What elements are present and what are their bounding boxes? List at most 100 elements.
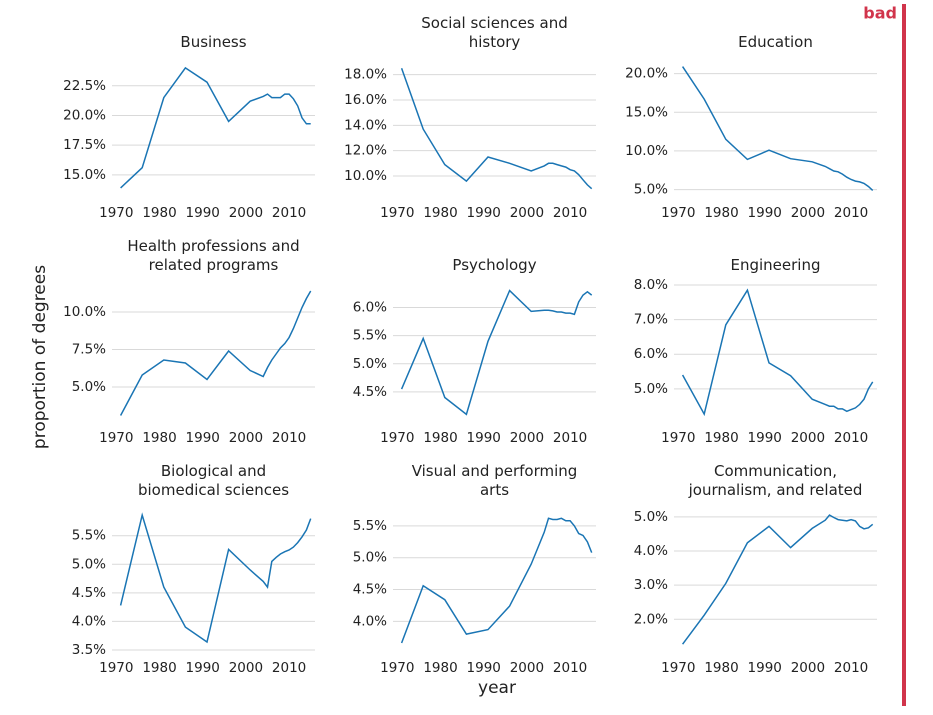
x-tick-label: 1980: [704, 430, 738, 446]
y-axis-label: proportion of degrees: [30, 265, 50, 449]
x-tick-label: 2010: [272, 430, 306, 446]
panel-title: Psychology: [452, 256, 537, 274]
x-tick-label: 1980: [142, 205, 176, 221]
data-line: [681, 288, 874, 417]
x-tick-label: 2010: [553, 660, 587, 676]
y-tick-label: 4.0%: [634, 543, 668, 559]
data-line: [400, 517, 593, 644]
y-tick-label: 3.5%: [72, 642, 106, 658]
x-tick-label: 1970: [661, 430, 695, 446]
y-tick-label: 5.5%: [72, 528, 106, 544]
y-tick-label: 22.5%: [63, 78, 106, 94]
x-tick-label: 1980: [423, 660, 457, 676]
y-tick-label: 5.0%: [353, 356, 387, 372]
x-tick-label: 1990: [467, 430, 501, 446]
x-tick-label: 1970: [380, 430, 414, 446]
x-tick-label: 1980: [423, 205, 457, 221]
y-tick-label: 6.0%: [353, 300, 387, 316]
y-tick-label: 16.0%: [344, 92, 387, 108]
x-tick-label: 1970: [99, 660, 133, 676]
x-tick-label: 2000: [791, 660, 825, 676]
x-tick-label: 1970: [661, 205, 695, 221]
panel-title: Health professions and related programs: [127, 237, 300, 274]
y-tick-label: 3.0%: [634, 577, 668, 593]
y-tick-label: 14.0%: [344, 117, 387, 133]
x-tick-label: 2010: [834, 660, 868, 676]
x-tick-label: 2000: [510, 205, 544, 221]
x-tick-label: 1980: [423, 430, 457, 446]
y-tick-label: 4.0%: [353, 613, 387, 629]
x-tick-label: 1970: [380, 205, 414, 221]
y-tick-label: 5.0%: [634, 182, 668, 198]
y-tick-label: 5.0%: [634, 381, 668, 397]
y-tick-label: 5.5%: [353, 518, 387, 534]
y-tick-label: 10.0%: [344, 168, 387, 184]
x-tick-label: 2000: [791, 205, 825, 221]
x-tick-label: 1970: [661, 660, 695, 676]
panel-title: Visual and performing arts: [411, 462, 578, 499]
y-tick-label: 12.0%: [344, 143, 387, 159]
x-tick-label: 1980: [142, 660, 176, 676]
panel-title: Biological and biomedical sciences: [137, 462, 290, 499]
y-tick-label: 20.0%: [63, 107, 106, 123]
y-tick-label: 7.5%: [72, 342, 106, 358]
panel-title: Business: [180, 33, 247, 51]
y-tick-label: 5.0%: [353, 550, 387, 566]
y-tick-label: 17.5%: [63, 137, 106, 153]
x-tick-label: 1990: [186, 430, 220, 446]
panel-title: Engineering: [730, 256, 821, 274]
data-line: [400, 68, 593, 190]
data-line: [681, 514, 874, 645]
y-tick-label: 4.5%: [353, 384, 387, 400]
x-tick-label: 2010: [834, 430, 868, 446]
y-tick-label: 6.0%: [634, 346, 668, 362]
data-line: [400, 289, 593, 416]
x-tick-label: 1990: [467, 660, 501, 676]
x-tick-label: 2000: [229, 430, 263, 446]
data-line: [681, 66, 874, 191]
x-tick-label: 2000: [229, 660, 263, 676]
y-tick-label: 5.0%: [634, 509, 668, 525]
x-tick-label: 1980: [142, 430, 176, 446]
x-tick-label: 1970: [99, 430, 133, 446]
x-tick-label: 1990: [186, 660, 220, 676]
y-tick-label: 20.0%: [625, 66, 668, 82]
x-tick-label: 1980: [704, 660, 738, 676]
x-tick-label: 2010: [272, 660, 306, 676]
x-tick-label: 2000: [510, 430, 544, 446]
x-tick-label: 2010: [553, 430, 587, 446]
x-tick-label: 2010: [272, 205, 306, 221]
data-line: [119, 290, 312, 416]
x-tick-label: 1970: [380, 660, 414, 676]
x-tick-label: 1990: [748, 205, 782, 221]
y-tick-label: 10.0%: [63, 304, 106, 320]
y-tick-label: 18.0%: [344, 67, 387, 83]
x-tick-label: 2000: [791, 430, 825, 446]
y-tick-label: 8.0%: [634, 277, 668, 293]
x-tick-label: 1980: [704, 205, 738, 221]
y-tick-label: 15.0%: [63, 167, 106, 183]
x-tick-label: 2010: [553, 205, 587, 221]
y-tick-label: 10.0%: [625, 143, 668, 159]
y-tick-label: 4.5%: [72, 585, 106, 601]
x-tick-label: 2000: [229, 205, 263, 221]
y-tick-label: 4.0%: [72, 613, 106, 629]
x-tick-label: 1990: [748, 660, 782, 676]
x-tick-label: 2010: [834, 205, 868, 221]
x-axis-label: year: [478, 678, 516, 698]
x-tick-label: 2000: [510, 660, 544, 676]
y-tick-label: 4.5%: [353, 582, 387, 598]
y-tick-label: 15.0%: [625, 104, 668, 120]
y-tick-label: 5.0%: [72, 379, 106, 395]
data-line: [119, 512, 312, 644]
data-line: [120, 66, 311, 189]
x-tick-label: 1990: [467, 205, 501, 221]
x-tick-label: 1970: [99, 205, 133, 221]
panel-title: Communication, journalism, and related: [688, 462, 863, 499]
y-tick-label: 7.0%: [634, 312, 668, 328]
y-tick-label: 5.0%: [72, 556, 106, 572]
y-tick-label: 2.0%: [634, 611, 668, 627]
panel-title: Education: [738, 33, 813, 51]
